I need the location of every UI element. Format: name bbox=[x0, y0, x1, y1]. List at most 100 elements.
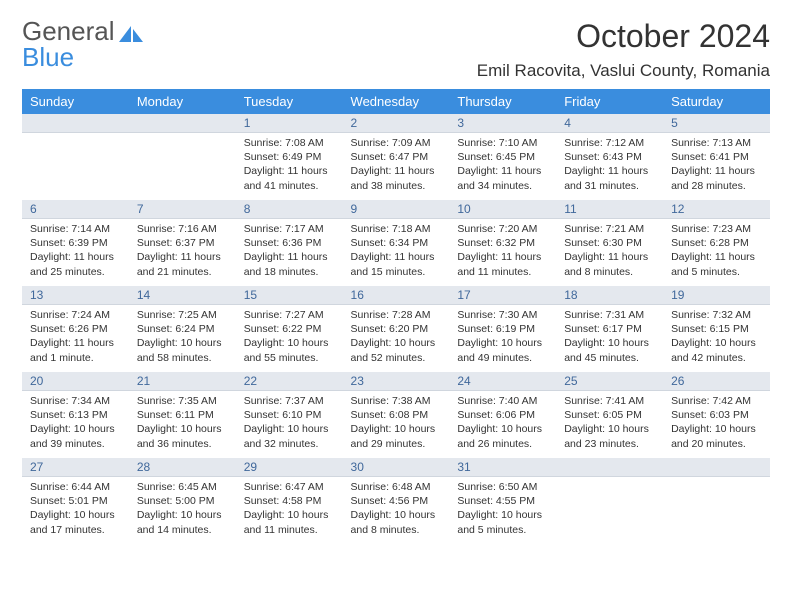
day-cell bbox=[129, 114, 236, 200]
day-details: Sunrise: 7:17 AMSunset: 6:36 PMDaylight:… bbox=[236, 219, 343, 285]
day-number: 9 bbox=[343, 200, 450, 219]
day-details: Sunrise: 7:34 AMSunset: 6:13 PMDaylight:… bbox=[22, 391, 129, 457]
day-number: 13 bbox=[22, 286, 129, 305]
day-number: 23 bbox=[343, 372, 450, 391]
day-number: 2 bbox=[343, 114, 450, 133]
day-number: 18 bbox=[556, 286, 663, 305]
day-cell: 18Sunrise: 7:31 AMSunset: 6:17 PMDayligh… bbox=[556, 286, 663, 372]
day-cell: 30Sunrise: 6:48 AMSunset: 4:56 PMDayligh… bbox=[343, 458, 450, 544]
day-details: Sunrise: 7:09 AMSunset: 6:47 PMDaylight:… bbox=[343, 133, 450, 199]
day-number: 8 bbox=[236, 200, 343, 219]
day-details: Sunrise: 7:12 AMSunset: 6:43 PMDaylight:… bbox=[556, 133, 663, 199]
day-number: 5 bbox=[663, 114, 770, 133]
day-details: Sunrise: 7:27 AMSunset: 6:22 PMDaylight:… bbox=[236, 305, 343, 371]
day-number: 1 bbox=[236, 114, 343, 133]
day-number: 4 bbox=[556, 114, 663, 133]
day-number: 31 bbox=[449, 458, 556, 477]
day-header-wednesday: Wednesday bbox=[343, 89, 450, 114]
logo-text: General Blue bbox=[22, 18, 115, 70]
day-cell: 16Sunrise: 7:28 AMSunset: 6:20 PMDayligh… bbox=[343, 286, 450, 372]
day-details: Sunrise: 7:10 AMSunset: 6:45 PMDaylight:… bbox=[449, 133, 556, 199]
logo-word-general: General bbox=[22, 18, 115, 44]
day-cell bbox=[556, 458, 663, 544]
day-details: Sunrise: 7:13 AMSunset: 6:41 PMDaylight:… bbox=[663, 133, 770, 199]
day-details: Sunrise: 6:47 AMSunset: 4:58 PMDaylight:… bbox=[236, 477, 343, 543]
day-cell: 31Sunrise: 6:50 AMSunset: 4:55 PMDayligh… bbox=[449, 458, 556, 544]
day-cell: 14Sunrise: 7:25 AMSunset: 6:24 PMDayligh… bbox=[129, 286, 236, 372]
day-cell: 3Sunrise: 7:10 AMSunset: 6:45 PMDaylight… bbox=[449, 114, 556, 200]
day-number: 28 bbox=[129, 458, 236, 477]
day-header-saturday: Saturday bbox=[663, 89, 770, 114]
day-cell: 17Sunrise: 7:30 AMSunset: 6:19 PMDayligh… bbox=[449, 286, 556, 372]
day-details: Sunrise: 7:20 AMSunset: 6:32 PMDaylight:… bbox=[449, 219, 556, 285]
day-details: Sunrise: 7:24 AMSunset: 6:26 PMDaylight:… bbox=[22, 305, 129, 371]
day-details: Sunrise: 6:48 AMSunset: 4:56 PMDaylight:… bbox=[343, 477, 450, 543]
day-number: 29 bbox=[236, 458, 343, 477]
location-subtitle: Emil Racovita, Vaslui County, Romania bbox=[477, 61, 770, 81]
day-details: Sunrise: 7:42 AMSunset: 6:03 PMDaylight:… bbox=[663, 391, 770, 457]
title-area: October 2024 Emil Racovita, Vaslui Count… bbox=[477, 18, 770, 81]
day-number: 19 bbox=[663, 286, 770, 305]
day-details: Sunrise: 7:40 AMSunset: 6:06 PMDaylight:… bbox=[449, 391, 556, 457]
day-cell: 29Sunrise: 6:47 AMSunset: 4:58 PMDayligh… bbox=[236, 458, 343, 544]
day-number: 25 bbox=[556, 372, 663, 391]
week-row: 13Sunrise: 7:24 AMSunset: 6:26 PMDayligh… bbox=[22, 286, 770, 372]
day-header-friday: Friday bbox=[556, 89, 663, 114]
day-number: 10 bbox=[449, 200, 556, 219]
day-cell bbox=[663, 458, 770, 544]
day-header-sunday: Sunday bbox=[22, 89, 129, 114]
day-details: Sunrise: 7:14 AMSunset: 6:39 PMDaylight:… bbox=[22, 219, 129, 285]
day-number: 22 bbox=[236, 372, 343, 391]
day-cell: 12Sunrise: 7:23 AMSunset: 6:28 PMDayligh… bbox=[663, 200, 770, 286]
week-row: 27Sunrise: 6:44 AMSunset: 5:01 PMDayligh… bbox=[22, 458, 770, 544]
day-number: 15 bbox=[236, 286, 343, 305]
day-details: Sunrise: 6:44 AMSunset: 5:01 PMDaylight:… bbox=[22, 477, 129, 543]
day-details: Sunrise: 7:18 AMSunset: 6:34 PMDaylight:… bbox=[343, 219, 450, 285]
day-header-monday: Monday bbox=[129, 89, 236, 114]
day-details: Sunrise: 7:31 AMSunset: 6:17 PMDaylight:… bbox=[556, 305, 663, 371]
week-row: 20Sunrise: 7:34 AMSunset: 6:13 PMDayligh… bbox=[22, 372, 770, 458]
day-number: 7 bbox=[129, 200, 236, 219]
day-number-bar bbox=[663, 458, 770, 477]
day-number: 21 bbox=[129, 372, 236, 391]
day-cell: 15Sunrise: 7:27 AMSunset: 6:22 PMDayligh… bbox=[236, 286, 343, 372]
day-cell: 1Sunrise: 7:08 AMSunset: 6:49 PMDaylight… bbox=[236, 114, 343, 200]
page-title: October 2024 bbox=[477, 18, 770, 55]
day-number-bar bbox=[556, 458, 663, 477]
calendar-table: SundayMondayTuesdayWednesdayThursdayFrid… bbox=[22, 89, 770, 544]
day-header-tuesday: Tuesday bbox=[236, 89, 343, 114]
day-cell: 20Sunrise: 7:34 AMSunset: 6:13 PMDayligh… bbox=[22, 372, 129, 458]
day-cell: 21Sunrise: 7:35 AMSunset: 6:11 PMDayligh… bbox=[129, 372, 236, 458]
day-cell: 13Sunrise: 7:24 AMSunset: 6:26 PMDayligh… bbox=[22, 286, 129, 372]
day-number: 17 bbox=[449, 286, 556, 305]
day-cell: 24Sunrise: 7:40 AMSunset: 6:06 PMDayligh… bbox=[449, 372, 556, 458]
day-cell: 8Sunrise: 7:17 AMSunset: 6:36 PMDaylight… bbox=[236, 200, 343, 286]
day-cell: 27Sunrise: 6:44 AMSunset: 5:01 PMDayligh… bbox=[22, 458, 129, 544]
day-cell: 9Sunrise: 7:18 AMSunset: 6:34 PMDaylight… bbox=[343, 200, 450, 286]
day-number: 6 bbox=[22, 200, 129, 219]
day-details: Sunrise: 7:38 AMSunset: 6:08 PMDaylight:… bbox=[343, 391, 450, 457]
calendar-head: SundayMondayTuesdayWednesdayThursdayFrid… bbox=[22, 89, 770, 114]
week-row: 6Sunrise: 7:14 AMSunset: 6:39 PMDaylight… bbox=[22, 200, 770, 286]
day-details: Sunrise: 7:41 AMSunset: 6:05 PMDaylight:… bbox=[556, 391, 663, 457]
day-cell: 2Sunrise: 7:09 AMSunset: 6:47 PMDaylight… bbox=[343, 114, 450, 200]
day-cell: 4Sunrise: 7:12 AMSunset: 6:43 PMDaylight… bbox=[556, 114, 663, 200]
day-number-bar bbox=[22, 114, 129, 133]
day-number: 20 bbox=[22, 372, 129, 391]
day-cell: 28Sunrise: 6:45 AMSunset: 5:00 PMDayligh… bbox=[129, 458, 236, 544]
day-details: Sunrise: 7:08 AMSunset: 6:49 PMDaylight:… bbox=[236, 133, 343, 199]
day-cell: 7Sunrise: 7:16 AMSunset: 6:37 PMDaylight… bbox=[129, 200, 236, 286]
day-number: 24 bbox=[449, 372, 556, 391]
day-cell: 22Sunrise: 7:37 AMSunset: 6:10 PMDayligh… bbox=[236, 372, 343, 458]
day-cell: 6Sunrise: 7:14 AMSunset: 6:39 PMDaylight… bbox=[22, 200, 129, 286]
day-header-thursday: Thursday bbox=[449, 89, 556, 114]
day-cell: 23Sunrise: 7:38 AMSunset: 6:08 PMDayligh… bbox=[343, 372, 450, 458]
day-details: Sunrise: 6:45 AMSunset: 5:00 PMDaylight:… bbox=[129, 477, 236, 543]
day-details: Sunrise: 7:32 AMSunset: 6:15 PMDaylight:… bbox=[663, 305, 770, 371]
day-cell: 10Sunrise: 7:20 AMSunset: 6:32 PMDayligh… bbox=[449, 200, 556, 286]
day-details: Sunrise: 7:28 AMSunset: 6:20 PMDaylight:… bbox=[343, 305, 450, 371]
day-cell: 5Sunrise: 7:13 AMSunset: 6:41 PMDaylight… bbox=[663, 114, 770, 200]
day-number: 26 bbox=[663, 372, 770, 391]
day-number: 27 bbox=[22, 458, 129, 477]
calendar-body: 1Sunrise: 7:08 AMSunset: 6:49 PMDaylight… bbox=[22, 114, 770, 544]
